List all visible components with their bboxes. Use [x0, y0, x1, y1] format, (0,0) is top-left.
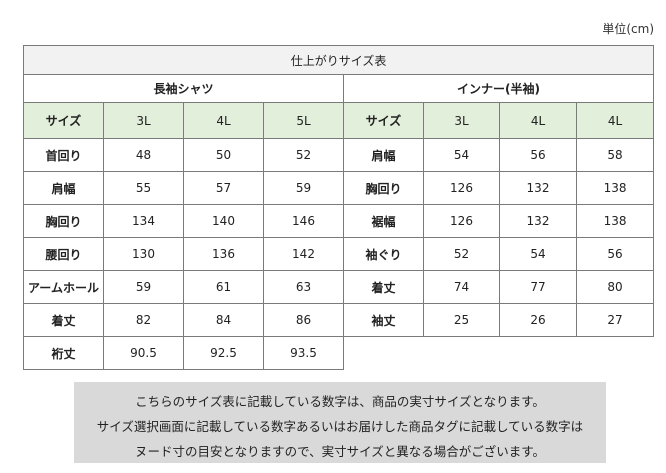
measure-label: 袖ぐり — [343, 237, 424, 271]
measure-value: 52 — [263, 138, 344, 172]
table-row: 肩幅 55 57 59 胸回り 126 132 138 — [23, 171, 655, 205]
measure-value: 57 — [183, 171, 264, 205]
header-size-label: サイズ — [23, 102, 104, 139]
table-row: 裄丈 90.5 92.5 93.5 — [23, 336, 654, 370]
measure-value: 90.5 — [103, 336, 184, 370]
measure-label: 袖丈 — [343, 303, 424, 337]
measure-label: 裾幅 — [343, 204, 424, 238]
size-notice: こちらのサイズ表に記載している数字は、商品の実寸サイズとなります。 サイズ選択画… — [74, 382, 606, 463]
measure-label: アームホール — [23, 270, 104, 304]
size-chart-table: 仕上がりサイズ表 長袖シャツ インナー(半袖) サイズ 3L 4L 5L サイズ… — [22, 45, 655, 370]
table-row: 腰回り 130 136 142 袖ぐり 52 54 56 — [23, 237, 655, 271]
measure-value: 138 — [575, 204, 655, 238]
header-size-col: 3L — [103, 102, 184, 139]
measure-value: 84 — [183, 303, 264, 337]
measure-value: 142 — [263, 237, 344, 271]
group-header-row: 長袖シャツ インナー(半袖) — [23, 74, 655, 103]
notice-line: サイズ選択画面に記載している数字あるいはお届けした商品タグに記載している数字は — [96, 419, 584, 434]
header-size-col: 5L — [263, 102, 344, 139]
measure-label: 腰回り — [23, 237, 104, 271]
measure-value: 59 — [103, 270, 184, 304]
measure-value: 130 — [103, 237, 184, 271]
measure-value: 61 — [183, 270, 264, 304]
table-row: アームホール 59 61 63 着丈 74 77 80 — [23, 270, 655, 304]
measure-value: 27 — [575, 303, 655, 337]
notice-line: ヌード寸の目安となりますので、実寸サイズと異なる場合がございます。 — [134, 444, 545, 459]
measure-value: 86 — [263, 303, 344, 337]
measure-value: 59 — [263, 171, 344, 205]
group-long-sleeve-shirt: 長袖シャツ — [23, 74, 344, 103]
empty-cell — [343, 336, 654, 370]
measure-value: 50 — [183, 138, 264, 172]
measure-value: 132 — [499, 204, 577, 238]
table-row: 胸回り 134 140 146 裾幅 126 132 138 — [23, 204, 655, 238]
measure-value: 132 — [499, 171, 577, 205]
measure-label: 首回り — [23, 138, 104, 172]
unit-label: 単位(cm) — [602, 22, 654, 36]
measure-value: 136 — [183, 237, 264, 271]
notice-line: こちらのサイズ表に記載している数字は、商品の実寸サイズとなります。 — [135, 394, 545, 409]
measure-value: 58 — [575, 138, 655, 172]
measure-value: 126 — [423, 204, 500, 238]
measure-value: 52 — [423, 237, 500, 271]
header-size-label: サイズ — [343, 102, 424, 139]
measure-value: 93.5 — [263, 336, 344, 370]
measure-label: 着丈 — [343, 270, 424, 304]
header-size-col: 4L — [575, 102, 655, 139]
measure-value: 25 — [423, 303, 500, 337]
measure-value: 54 — [423, 138, 500, 172]
header-size-col: 4L — [499, 102, 577, 139]
measure-label: 着丈 — [23, 303, 104, 337]
measure-value: 77 — [499, 270, 577, 304]
measure-label: 肩幅 — [23, 171, 104, 205]
measure-value: 134 — [103, 204, 184, 238]
table-row: 着丈 82 84 86 袖丈 25 26 27 — [23, 303, 655, 337]
measure-value: 56 — [575, 237, 655, 271]
measure-label: 肩幅 — [343, 138, 424, 172]
measure-value: 138 — [575, 171, 655, 205]
measure-value: 26 — [499, 303, 577, 337]
table-row: 首回り 48 50 52 肩幅 54 56 58 — [23, 138, 655, 172]
header-size-col: 4L — [183, 102, 264, 139]
measure-label: 裄丈 — [23, 336, 104, 370]
measure-value: 63 — [263, 270, 344, 304]
header-size-col: 3L — [423, 102, 500, 139]
measure-value: 56 — [499, 138, 577, 172]
size-header-row: サイズ 3L 4L 5L サイズ 3L 4L 4L — [23, 102, 655, 139]
measure-value: 74 — [423, 270, 500, 304]
measure-label: 胸回り — [343, 171, 424, 205]
measure-value: 126 — [423, 171, 500, 205]
measure-value: 140 — [183, 204, 264, 238]
measure-value: 54 — [499, 237, 577, 271]
measure-value: 48 — [103, 138, 184, 172]
measure-value: 92.5 — [183, 336, 264, 370]
table-title: 仕上がりサイズ表 — [22, 45, 655, 75]
measure-value: 80 — [575, 270, 655, 304]
group-inner-short-sleeve: インナー(半袖) — [342, 74, 655, 103]
measure-value: 82 — [103, 303, 184, 337]
table-title-row: 仕上がりサイズ表 — [22, 45, 655, 75]
measure-value: 55 — [103, 171, 184, 205]
measure-value: 146 — [263, 204, 344, 238]
measure-label: 胸回り — [23, 204, 104, 238]
